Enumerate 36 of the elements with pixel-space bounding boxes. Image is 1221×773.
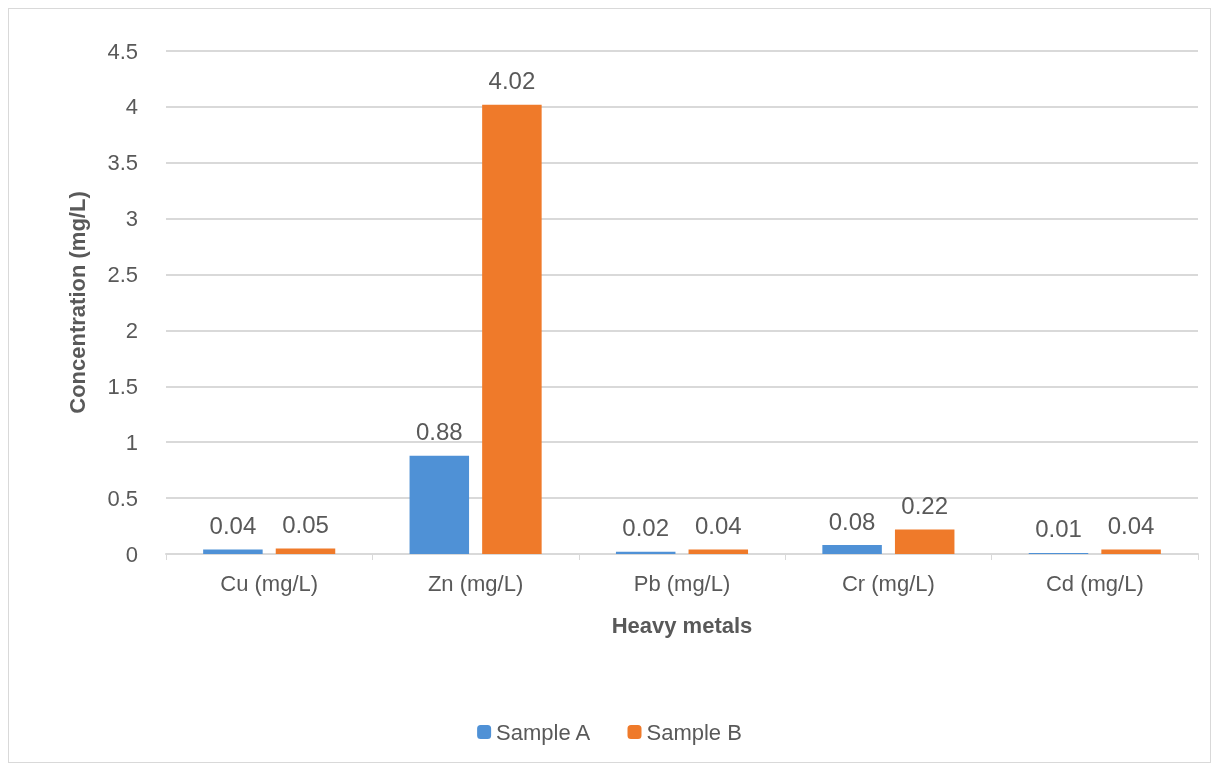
y-tick-label: 1.5 <box>107 373 138 399</box>
legend-label: Sample A <box>496 719 591 745</box>
bar <box>203 549 263 554</box>
x-tick-label: Cd (mg/L) <box>1045 570 1144 596</box>
bar <box>894 529 955 554</box>
y-tick-label: 0 <box>125 541 138 567</box>
data-label: 0.88 <box>415 418 463 446</box>
data-label: 0.08 <box>828 507 876 535</box>
data-label: 0.04 <box>694 512 742 540</box>
bar <box>275 548 336 554</box>
y-tick-label: 2 <box>125 317 138 343</box>
bar <box>1101 549 1161 554</box>
x-tick-label: Zn (mg/L) <box>427 570 524 596</box>
x-tick-label: Cr (mg/L) <box>841 570 935 596</box>
x-axis-title: Heavy metals <box>611 612 753 638</box>
x-tick-label: Pb (mg/L) <box>633 570 731 596</box>
y-axis-title: Concentration (mg/L) <box>64 191 90 414</box>
data-label: 0.04 <box>1107 512 1155 540</box>
data-label: 4.02 <box>488 67 536 95</box>
y-tick-label: 3.5 <box>107 150 138 176</box>
data-label: 0.02 <box>622 514 670 542</box>
y-tick-label: 1 <box>125 429 138 455</box>
data-label: 0.04 <box>209 512 257 540</box>
y-tick-label: 3 <box>125 206 138 232</box>
data-label: 0.22 <box>901 491 949 519</box>
bar <box>822 545 882 554</box>
data-label: 0.01 <box>1035 515 1082 543</box>
y-tick-label: 2.5 <box>107 262 138 288</box>
bar <box>409 455 470 554</box>
data-label: 0.05 <box>282 510 329 538</box>
y-tick-label: 4.5 <box>107 38 138 64</box>
y-tick-label: 4 <box>125 94 138 120</box>
y-tick-label: 0.5 <box>107 485 138 511</box>
bar <box>482 104 542 554</box>
legend-label: Sample B <box>646 719 742 745</box>
x-tick-label: Cu (mg/L) <box>220 570 319 596</box>
